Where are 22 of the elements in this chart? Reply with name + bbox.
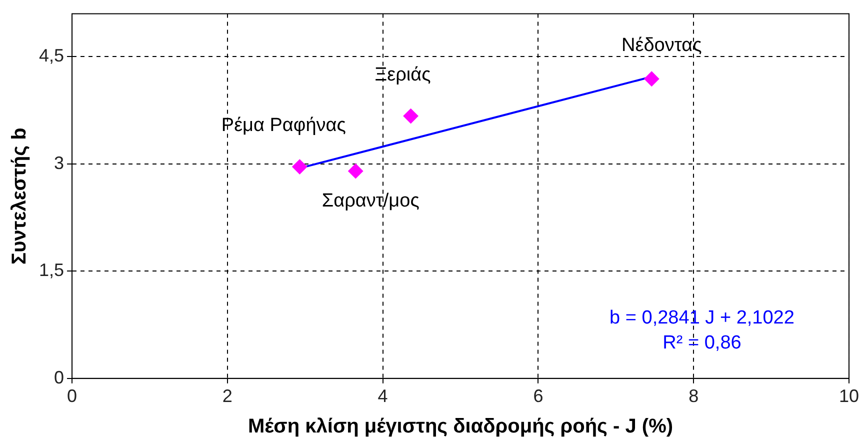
x-tick-label: 2 (222, 386, 232, 406)
x-tick-label: 4 (378, 386, 388, 406)
y-tick-label: 0 (54, 367, 64, 388)
annotation: R² = 0,86 (662, 332, 742, 354)
annotation: Νέδοντας (622, 35, 702, 56)
x-tick-label: 10 (838, 386, 860, 406)
point (292, 159, 308, 174)
y-tick-label: 1,5 (38, 260, 64, 280)
annotation: Ρέμα Ραφήνας (221, 115, 346, 136)
point (403, 108, 418, 124)
annotation: Ξεριάς (374, 64, 431, 86)
annotation: Σαραντ/μος (322, 190, 420, 212)
x-axis-title: Μέση κλίση μέγιστης διαδρομής ροής - J (%) (248, 416, 674, 438)
x-tick-label: 6 (533, 386, 544, 406)
y-axis-title: Συντελεστής b (8, 128, 31, 264)
x-tick-label: 8 (688, 386, 699, 406)
point (644, 71, 660, 86)
y-tick-label: 3 (54, 152, 64, 173)
y-tick-label: 4,5 (38, 46, 64, 66)
point (348, 164, 364, 179)
annotation: b = 0,2841 J + 2,1022 (610, 308, 794, 329)
x-tick-label: 0 (67, 386, 78, 406)
